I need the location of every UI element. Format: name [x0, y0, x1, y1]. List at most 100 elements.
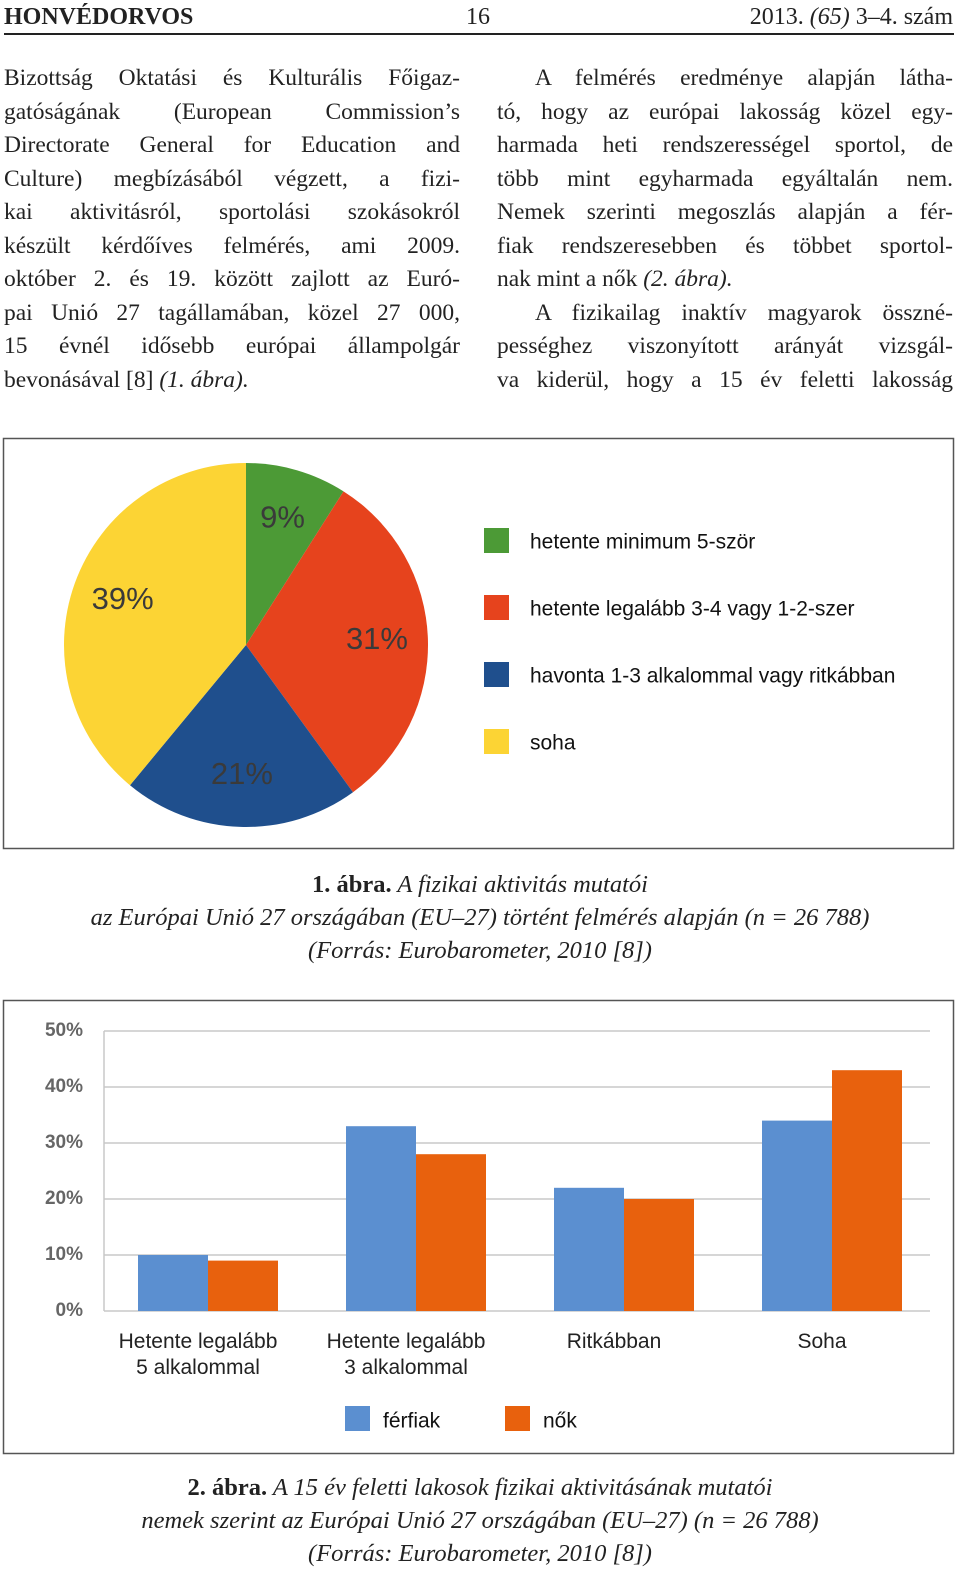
text-line: va kiderül, hogy a 15 év feletti lakossá… — [497, 364, 953, 398]
legend-label: nők — [543, 1410, 577, 1433]
legend-swatch — [505, 1406, 530, 1431]
text-line: pai Unió 27 tagállamában, közel 27 000, — [4, 297, 460, 331]
italic-text: (1. ábra). — [159, 366, 249, 393]
text: 2013. — [749, 4, 810, 30]
y-tick-label: 40% — [45, 1076, 83, 1097]
pie-slice — [246, 491, 428, 793]
text-line: gatóságának (European Commission’s — [4, 96, 460, 130]
header-rule — [4, 33, 954, 35]
y-tick-label: 20% — [45, 1188, 83, 1209]
text-line: Directorate General for Education and — [4, 129, 460, 163]
text-line: tó, hogy az európai lakosság közel egy- — [497, 96, 953, 130]
column: A felmérés eredménye alapján látha-tó, h… — [497, 62, 953, 397]
caption-text: (Forrás: Eurobarometer, 2010 [8]) — [308, 1540, 652, 1567]
bar — [138, 1255, 208, 1311]
text: pességhez viszonyított arányát vizsgál- — [497, 333, 953, 359]
legend-swatch — [484, 729, 509, 754]
paragraph: A felmérés eredménye alapján látha-tó, h… — [497, 62, 953, 297]
y-tick-label: 0% — [56, 1300, 84, 1321]
text: Culture) megbízásából végzett, a fizi- — [4, 165, 460, 192]
text-line: nak mint a nők (2. ábra). — [497, 263, 953, 297]
data-label: 21% — [211, 756, 273, 791]
text: A felmérés eredménye alapján látha- — [535, 65, 953, 91]
text: készült kérdőíves felmérés, ami 2009. — [4, 232, 460, 259]
y-tick-label: 30% — [45, 1132, 83, 1153]
text: gatóságának (European Commission’s — [4, 98, 460, 125]
page-number: 16 — [466, 4, 490, 30]
text-line: kai aktivitásról, sportolási szokásokról — [4, 196, 460, 230]
pie-slice — [246, 463, 344, 645]
legend-swatch — [484, 595, 509, 620]
caption-line: 2. ábra. A 15 év feletti lakosok fizikai… — [0, 1471, 960, 1504]
caption-line: (Forrás: Eurobarometer, 2010 [8]) — [0, 934, 960, 967]
text: tó, hogy az európai lakosság közel egy- — [497, 98, 953, 125]
data-label: 31% — [346, 621, 408, 656]
text-line: október 2. és 19. között zajlott az Euró… — [4, 263, 460, 297]
text: több mint egyharmada egyáltalán nem. — [497, 165, 953, 192]
y-tick-label: 50% — [45, 1020, 83, 1041]
caption-text: A 15 év feletti lakosok fizikai aktivitá… — [272, 1474, 773, 1501]
italic-text: (2. ábra). — [643, 266, 733, 292]
legend-label: hetente legalább 3-4 vagy 1-2-szer — [530, 598, 855, 621]
text-line: bevonásával [8] (1. ábra). — [4, 364, 460, 398]
text: október 2. és 19. között zajlott az Euró… — [4, 266, 460, 292]
caption-line: (Forrás: Eurobarometer, 2010 [8]) — [0, 1537, 960, 1570]
caption: 2. ábra. A 15 év feletti lakosok fizikai… — [0, 1471, 960, 1570]
legend-label: hetente minimum 5-ször — [530, 531, 755, 554]
paragraph: Bizottság Oktatási és Kulturális Főigaz-… — [4, 62, 460, 397]
pie-slice — [63, 463, 246, 786]
text: fiak rendszeresebben és többet sportol- — [497, 232, 953, 259]
legend-label: havonta 1-3 alkalommal vagy ritkábban — [530, 665, 895, 688]
bar — [208, 1260, 278, 1311]
text: pai Unió 27 tagállamában, közel 27 000, — [4, 299, 460, 326]
caption-line: nemek szerint az Európai Unió 27 országá… — [0, 1504, 960, 1537]
caption-line: 1. ábra. A fizikai aktivitás mutatói — [0, 868, 960, 901]
pie-slice — [129, 645, 353, 827]
text: 3–4. szám — [849, 4, 953, 30]
text-line: készült kérdőíves felmérés, ami 2009. — [4, 230, 460, 264]
issue: 2013. (65) 3–4. szám — [750, 2, 953, 32]
x-tick-label: Soha — [797, 1330, 847, 1353]
text: kai aktivitásról, sportolási szokásokról — [4, 199, 460, 225]
text: Nemek szerinti megoszlás alapján a fér- — [497, 199, 953, 225]
y-tick-label: 10% — [45, 1244, 83, 1265]
caption-line: az Európai Unió 27 országában (EU–27) tö… — [0, 901, 960, 934]
text: nak mint a nők — [497, 266, 644, 292]
bar — [416, 1154, 486, 1311]
bar — [346, 1126, 416, 1311]
text: 15 évnél idősebb európai állampolgár — [4, 333, 460, 359]
bar — [554, 1187, 624, 1311]
bar — [624, 1199, 694, 1311]
legend-label: soha — [530, 732, 576, 755]
data-label: 39% — [92, 581, 154, 616]
legend-swatch — [484, 528, 509, 553]
journal-name: HONVÉDORVOS — [4, 4, 194, 30]
text: Directorate General for Education and — [4, 132, 460, 158]
text-line: A felmérés eredménye alapján látha- — [497, 62, 953, 96]
caption-label: 1. ábra. — [312, 871, 392, 898]
bar — [832, 1070, 902, 1311]
text-line: több mint egyharmada egyáltalán nem. — [497, 163, 953, 197]
legend-swatch — [345, 1406, 370, 1431]
x-tick-label: Hetente legalább 3 alkalommal — [326, 1330, 486, 1379]
paragraph: A fizikailag inaktív magyarok összné-pes… — [497, 297, 953, 398]
italic-text: (65) — [809, 4, 850, 30]
text: A fizikailag inaktív magyarok összné- — [535, 299, 953, 326]
text: bevonásával [8] — [4, 366, 160, 393]
text-line: Nemek szerinti megoszlás alapján a fér- — [497, 196, 953, 230]
caption-text: nemek szerint az Európai Unió 27 országá… — [141, 1507, 819, 1534]
data-label: 9% — [260, 499, 305, 534]
caption-label: 2. ábra. — [187, 1474, 268, 1501]
text-line: Bizottság Oktatási és Kulturális Főigaz- — [4, 62, 460, 96]
text-line: Culture) megbízásából végzett, a fizi- — [4, 163, 460, 197]
text: va kiderül, hogy a 15 év feletti lakossá… — [497, 366, 953, 393]
legend-swatch — [484, 662, 509, 687]
caption-text: az Európai Unió 27 országában (EU–27) tö… — [90, 904, 870, 931]
text-line: 15 évnél idősebb európai állampolgár — [4, 330, 460, 364]
caption-text: A fizikai aktivitás mutatói — [397, 871, 648, 898]
text-line: A fizikailag inaktív magyarok összné- — [497, 297, 953, 331]
caption: 1. ábra. A fizikai aktivitás mutatói az E… — [0, 868, 960, 967]
bar — [762, 1120, 832, 1311]
